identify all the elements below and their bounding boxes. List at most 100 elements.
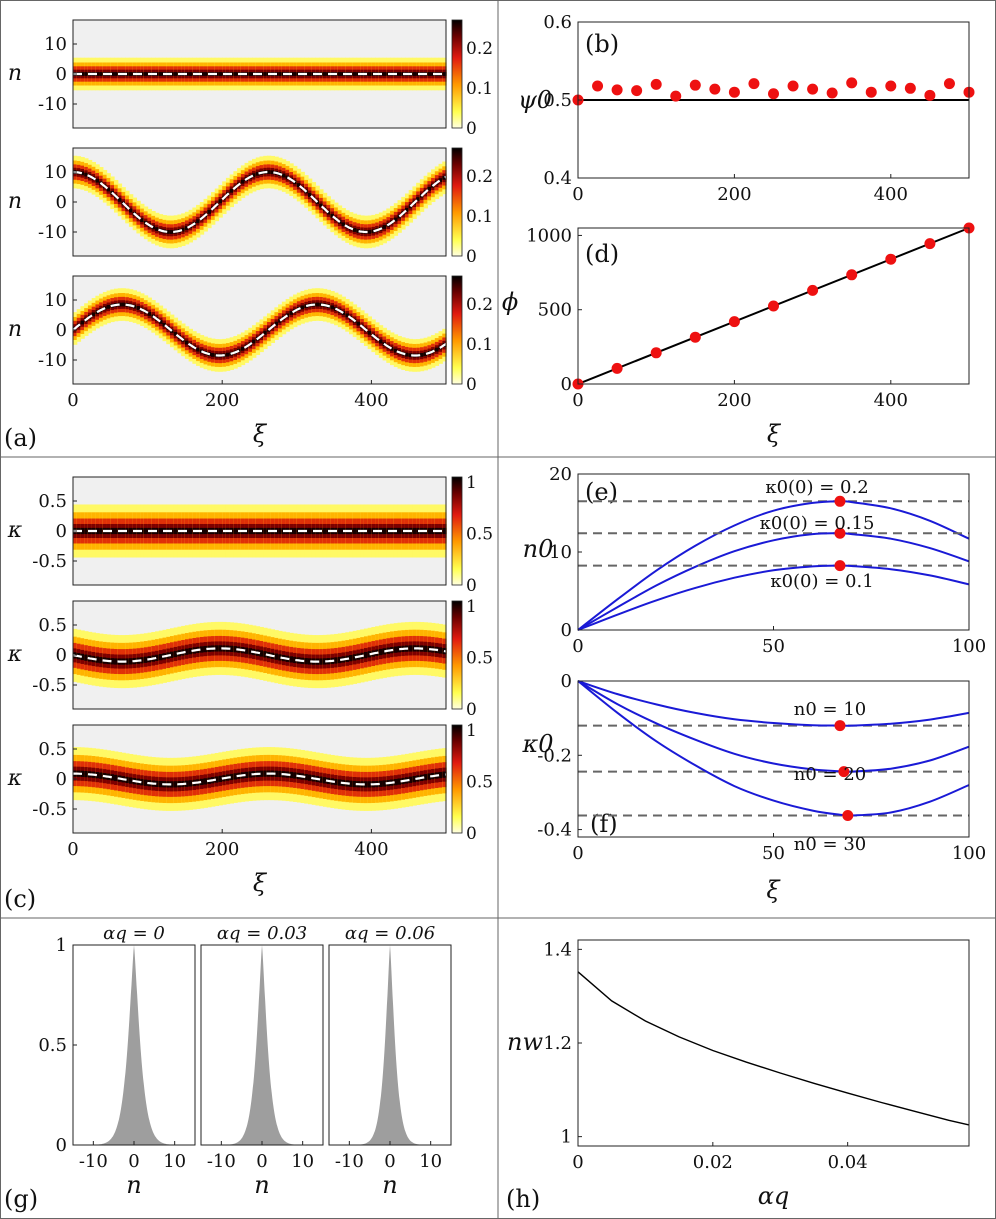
heatmap-c-heat-cell [203, 527, 208, 535]
heatmap-a-heat-cell [404, 352, 410, 357]
heatmap-c-heat-cell [233, 527, 238, 535]
heatmap-a-heat-cell [252, 173, 257, 178]
heatmap-a-heat-cell [80, 72, 85, 76]
heatmap-c-heat-cell [184, 648, 190, 655]
panel-f-ytick-ticklabel-2: -0.4 [537, 820, 572, 841]
heatmap-a-heat-cell [181, 227, 186, 232]
heatmap-a-heat-cell [196, 219, 201, 224]
heatmap-c-heat-cell [397, 778, 402, 785]
heatmap-c-heat-cell [128, 658, 134, 665]
panel-label-b: (b) [585, 30, 619, 58]
heatmap-a-heat-cell [140, 218, 145, 223]
panel-b-point [943, 78, 955, 90]
heatmap-c-heat-cell [110, 527, 115, 535]
heatmap-a-heat-cell [128, 208, 134, 213]
plots: 100-10n0.20.10100-10n0.20.10100-10n0.20.… [7, 12, 986, 1210]
heatmap-a-ylabel-1: n [8, 189, 22, 214]
panel-e-curve-1 [577, 532, 970, 631]
panel-h-curve [577, 971, 970, 1126]
heatmap-a-heat-cell [203, 72, 208, 76]
panel-g-xtick-2-ticklabel-1: 0 [384, 1151, 395, 1172]
panel-g-xtick-2-ticklabel-2: 10 [419, 1151, 442, 1172]
heatmap-a-heat-cell [80, 171, 85, 176]
heatmap-a-heat-cell [285, 313, 290, 318]
heatmap-a-heat-cell [356, 321, 361, 326]
heatmap-c-xtick-ticklabel-2: 400 [354, 839, 388, 860]
heatmap-c-heat-cell [397, 527, 402, 535]
heatmap-c-heat-cell [84, 527, 89, 535]
heatmap-c-heat-cell [169, 651, 175, 658]
heatmap-c-heat-cell [143, 527, 149, 535]
panel-d-point [650, 347, 662, 359]
panel-b-point [611, 84, 623, 96]
heatmap-c-heat-cell [423, 774, 428, 781]
panel-b-point [846, 77, 858, 89]
heatmap-c-heat-cell [84, 770, 89, 778]
heatmap-c-heat-cell [188, 647, 193, 655]
heatmap-a-heat-cell [307, 72, 313, 76]
panel-b-point [650, 78, 662, 90]
panel-g-xtick-2-ticklabel-0: -10 [335, 1151, 364, 1172]
panel-g-xtick-1-ticklabel-1: 0 [256, 1151, 267, 1172]
panel-h-ytick-ticklabel-0: 1.4 [543, 939, 572, 960]
heatmap-c-heat-cell [322, 658, 328, 665]
heatmap-a-heat-cell [382, 72, 387, 76]
heatmap-c-xtick-ticklabel-1: 200 [205, 839, 239, 860]
panel-b-xtick-ticklabel-2: 400 [874, 184, 908, 205]
heatmap-c-heat-cell [423, 645, 428, 652]
panel-b-point [631, 85, 643, 97]
heatmap-c-xtick-ticklabel-0: 0 [67, 839, 78, 860]
panel-g-ytick-ticklabel-0: 1 [56, 935, 67, 956]
heatmap-c-heat-cell [319, 658, 324, 665]
heatmap-c-heat-cell [274, 770, 279, 777]
panel-b-point [748, 78, 760, 90]
heatmap-c-heat-cell [378, 780, 384, 787]
heatmap-c-heat-cell [274, 653, 279, 660]
heatmap-c-ytick-2-ticklabel-0: 0.5 [38, 739, 67, 760]
heatmap-a-colorbar-tick-1-2: 0 [466, 247, 477, 267]
heatmap-a-heat-cell [367, 330, 372, 335]
panel-d-point [689, 331, 701, 343]
heatmap-a-colorbar-tick-1-0: 0.2 [466, 167, 493, 187]
heatmap-a-colorbar-2 [451, 275, 463, 385]
heatmap-a-ytick-2-ticklabel-1: 0 [56, 320, 67, 341]
heatmap-c-heat-cell [169, 781, 175, 788]
heatmap-a-heat-cell [266, 170, 272, 174]
heatmap-a-xlabel: ξ [253, 420, 268, 448]
heatmap-a-heat-cell [143, 72, 149, 76]
panel-f-series-label-1: n0 = 20 [794, 764, 866, 785]
panel-h-frame [577, 939, 970, 1147]
heatmap-a-ytick-2-ticklabel-0: 10 [44, 290, 67, 311]
heatmap-c-colorbar-tick-2-2: 0 [466, 824, 477, 844]
heatmap-a-heat-cell [106, 304, 111, 309]
heatmap-c-heat-cell [334, 657, 339, 664]
heatmap-a-xtick-ticklabel-1: 200 [205, 390, 239, 411]
heatmap-a-heat-cell [162, 322, 167, 327]
heatmap-c-heat-cell [382, 780, 387, 787]
heatmap-c-ylabel-2: κ [7, 766, 23, 791]
heatmap-c-ylabel-0: κ [7, 518, 23, 543]
heatmap-c-colorbar-tick-2-1: 0.5 [466, 773, 493, 793]
heatmap-a-heat-cell [117, 302, 123, 307]
heatmap-c-heat-cell [84, 654, 89, 661]
heatmap-c-heat-cell [334, 778, 339, 786]
heatmap-a-heat-cell [114, 72, 119, 76]
heatmap-c-heat-cell [128, 527, 134, 535]
heatmap-c-heat-cell [218, 527, 223, 535]
heatmap-c-heat-cell [169, 527, 175, 535]
heatmap-a-heat-cell [289, 311, 294, 315]
heatmap-c-heat-cell [352, 527, 358, 535]
heatmap-c-heat-cell [173, 781, 179, 788]
heatmap-c-ytick-0-ticklabel-2: -0.5 [32, 551, 67, 572]
heatmap-c-heat-cell [140, 527, 145, 535]
heatmap-c-heat-cell [393, 779, 399, 786]
heatmap-c-colorbar-0 [451, 476, 463, 586]
panel-g-xtick-0-ticklabel-0: -10 [79, 1151, 108, 1172]
heatmap-c-heat-cell [263, 527, 268, 535]
heatmap-c-center-line-2 [73, 772, 447, 786]
panel-g-title-0: αq = 0 [103, 923, 165, 944]
panel-e-ytick-ticklabel-0: 20 [549, 464, 572, 485]
panel-d-xlabel: ξ [767, 420, 782, 448]
heatmap-c-heat-cell [393, 646, 399, 653]
heatmap-c-subplot-0 [73, 477, 447, 585]
